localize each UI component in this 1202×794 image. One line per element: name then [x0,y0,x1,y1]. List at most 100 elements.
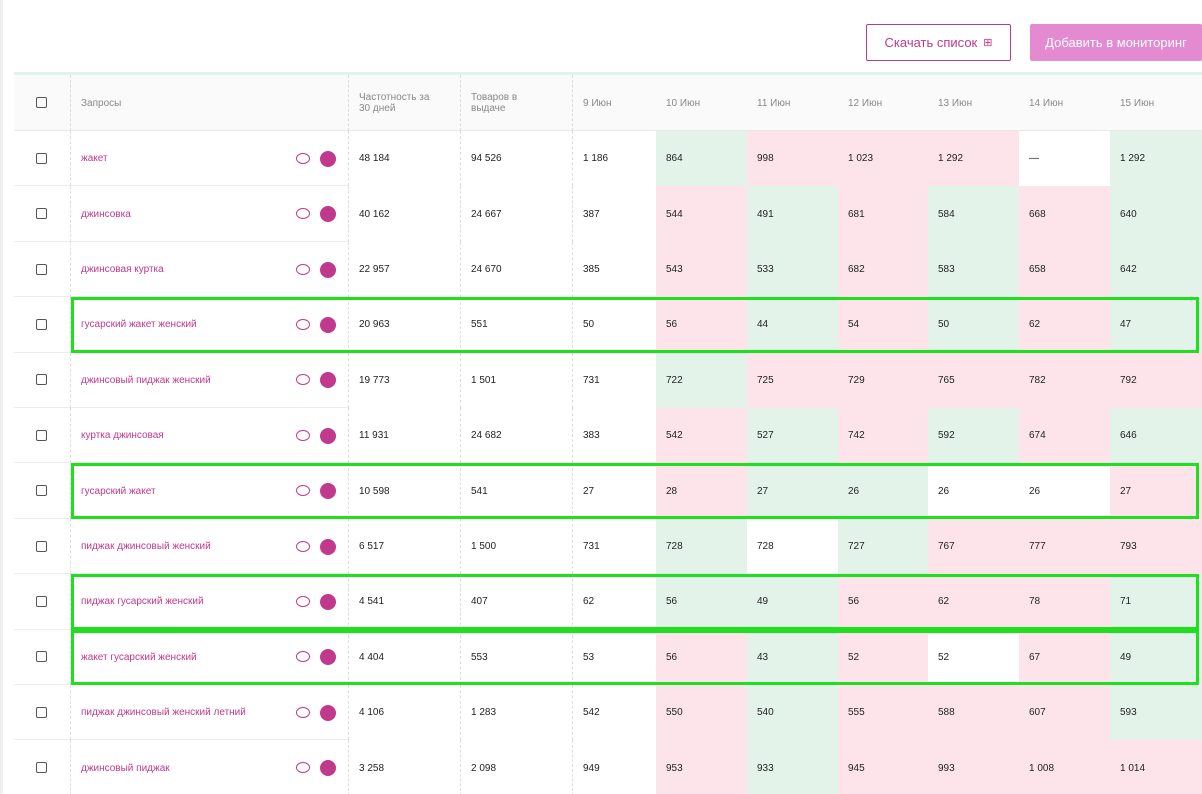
query-link[interactable]: джинсовая куртка [81,263,164,275]
table-cell: 1 500 [461,518,573,575]
table-cell: 793 [1110,518,1202,575]
table-cell: — [1019,131,1110,187]
column-header: 11 Июн [757,97,791,109]
highlight-box [71,574,1199,630]
row-cell [14,629,71,685]
view-icon[interactable] [296,706,310,718]
table-cell: 1 023 [838,131,928,187]
table-cell: 62 [573,574,656,630]
view-icon[interactable] [296,263,310,275]
checkbox[interactable] [36,429,47,441]
query-link[interactable]: гусарский жакет женский [81,319,197,331]
query-link[interactable]: жакет гусарский женский [81,651,197,663]
column-header: 14 Июн [1029,97,1064,109]
header-cell [14,75,71,131]
query-link[interactable]: джинсовый пиджак [81,762,170,774]
checkbox[interactable] [36,762,47,774]
link-icon[interactable] [320,372,336,389]
query-link[interactable]: пиджак джинсовый женский [81,540,211,552]
checkbox[interactable] [36,485,47,497]
link-icon[interactable] [320,427,336,444]
table-cell: 1 008 [1019,740,1110,794]
table-cell: 640 [1110,186,1202,242]
view-icon[interactable] [296,374,310,386]
table-cell: 385 [573,241,656,298]
checkbox[interactable] [36,540,47,552]
view-icon[interactable] [296,485,310,497]
table-cell: 49 [747,574,838,630]
query-cell [71,186,349,242]
checkbox[interactable] [36,263,47,275]
checkbox[interactable] [36,706,47,718]
table-cell: 583 [928,241,1019,298]
table-cell: 67 [1019,629,1110,685]
header-row [14,75,1202,131]
query-cell [71,241,349,298]
table-cell: 1 292 [928,131,1019,187]
table-cell: 62 [928,574,1019,630]
table-cell: 27 [573,463,656,519]
table-cell: 742 [838,408,928,464]
query-link[interactable]: пиджак джинсовый женский летний [81,707,246,719]
link-icon[interactable] [320,261,336,278]
link-icon[interactable] [320,206,336,223]
checkbox[interactable] [36,97,47,108]
query-cell [71,297,349,353]
view-icon[interactable] [296,595,310,607]
link-icon[interactable] [320,538,336,555]
query-cell [71,131,349,187]
table-cell: 551 [461,297,573,353]
table-cell: 864 [656,131,747,187]
query-link[interactable]: гусарский жакет [81,485,156,497]
checkbox[interactable] [36,651,47,663]
query-link[interactable]: куртка джинсовая [81,430,164,442]
view-icon[interactable] [296,429,310,441]
checkbox[interactable] [36,208,47,220]
table-cell: 49 [1110,629,1202,685]
view-icon[interactable] [296,540,310,552]
highlight-box [71,629,1199,685]
link-icon[interactable] [320,316,336,333]
table-cell: 541 [461,463,573,519]
checkbox[interactable] [36,374,47,386]
link-icon[interactable] [320,704,336,721]
link-icon[interactable] [320,593,336,610]
row-cell [14,740,71,794]
query-link[interactable]: джинсовка [81,208,131,220]
table-cell: 542 [573,685,656,741]
table: Запросы Частотность за 30 дней Товаров в в… [14,75,1202,794]
query-link[interactable]: джинсовый пиджак женский [81,374,211,386]
add-button[interactable]: Добавить в мониторинг [1030,24,1202,61]
link-icon[interactable] [320,649,336,666]
view-icon[interactable] [296,208,310,220]
table-cell: 998 [747,131,838,187]
table-cell: 28 [656,463,747,519]
view-icon[interactable] [296,762,310,774]
checkbox[interactable] [36,595,47,607]
query-link[interactable]: жакет [81,153,108,165]
table-cell: 10 598 [349,463,461,519]
row-cell [14,463,71,519]
table-cell: 728 [747,518,838,575]
icon: ⊞ [983,37,993,49]
query-link[interactable]: пиджак гусарский женский [81,596,204,608]
link-icon[interactable] [320,483,336,500]
row-cell [14,241,71,298]
checkbox[interactable] [36,318,47,330]
column-header: Частотность за 30 дней [349,75,461,131]
link-icon[interactable] [320,150,336,167]
table-cell: 949 [573,740,656,794]
table-cell: 62 [1019,297,1110,353]
table-cell: 933 [747,740,838,794]
checkbox[interactable] [36,152,47,164]
link-icon[interactable] [320,760,336,777]
table-cell: 54 [838,297,928,353]
view-icon[interactable] [296,152,310,164]
table-cell: 1 014 [1110,740,1202,794]
view-icon[interactable] [296,651,310,663]
table-cell: 4 541 [349,574,461,630]
view-icon[interactable] [296,318,310,330]
table-cell: 953 [656,740,747,794]
column-header: Товаров в выдаче [461,75,573,131]
download-button[interactable]: Скачать список ⊞ [866,24,1011,61]
